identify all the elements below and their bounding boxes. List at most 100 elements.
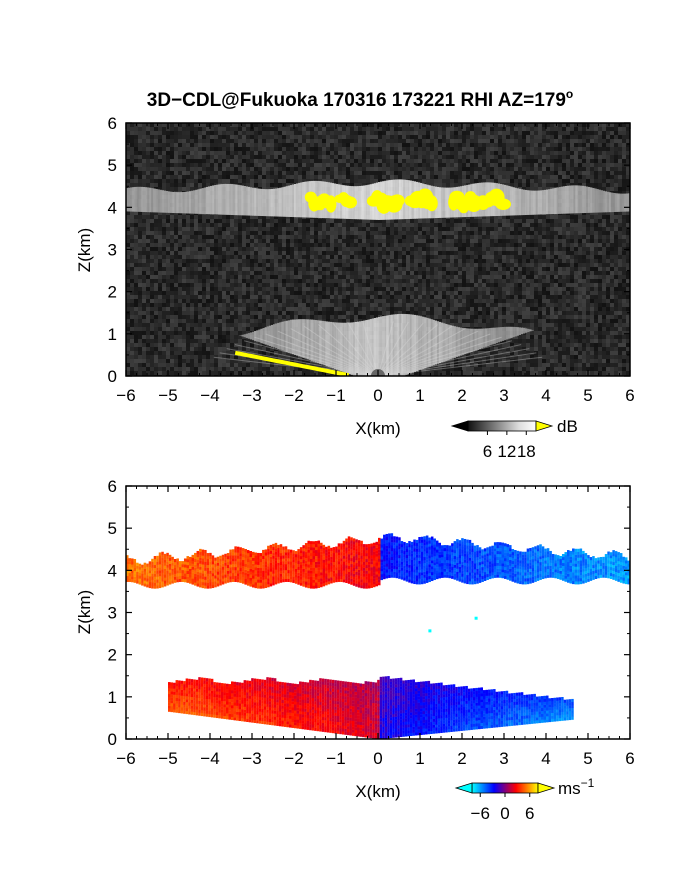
noise-cell (426, 279, 430, 283)
noise-cell (210, 247, 214, 251)
noise-cell (510, 227, 514, 231)
noise-cell (126, 131, 130, 135)
noise-cell (446, 271, 450, 275)
noise-cell (266, 263, 270, 267)
noise-cell (266, 255, 270, 259)
noise-cell (242, 247, 246, 251)
noise-cell (374, 127, 378, 131)
noise-cell (434, 175, 438, 179)
noise-cell (374, 239, 378, 243)
noise-cell (178, 143, 182, 147)
noise-cell (182, 239, 186, 243)
noise-cell (582, 175, 586, 179)
snr-noise-field (126, 123, 630, 376)
noise-cell (202, 247, 206, 251)
noise-cell (178, 183, 182, 187)
noise-cell (198, 239, 202, 243)
noise-cell (594, 227, 598, 231)
noise-cell (254, 139, 258, 143)
noise-cell (338, 251, 342, 255)
noise-cell (618, 139, 622, 143)
noise-cell (562, 239, 566, 243)
noise-cell (374, 159, 378, 163)
noise-cell (126, 143, 130, 147)
noise-cell (582, 183, 586, 187)
noise-cell (290, 167, 294, 171)
noise-cell (158, 223, 162, 227)
noise-cell (174, 143, 178, 147)
noise-cell (170, 263, 174, 267)
noise-cell (262, 175, 266, 179)
noise-cell (402, 139, 406, 143)
noise-cell (534, 235, 538, 239)
noise-cell (550, 251, 554, 255)
noise-cell (142, 223, 146, 227)
noise-cell (374, 251, 378, 255)
noise-cell (262, 223, 266, 227)
noise-cell (486, 147, 490, 151)
noise-cell (222, 239, 226, 243)
noise-cell (602, 135, 606, 139)
noise-cell (170, 239, 174, 243)
noise-cell (262, 279, 266, 283)
noise-cell (450, 179, 454, 183)
noise-cell (366, 155, 370, 159)
noise-cell (614, 127, 618, 131)
noise-cell (210, 215, 214, 219)
noise-cell (230, 223, 234, 227)
noise-cell (270, 231, 274, 235)
noise-cell (434, 123, 438, 127)
noise-cell (194, 139, 198, 143)
noise-cell (294, 255, 298, 259)
noise-cell (310, 123, 314, 127)
noise-cell (266, 135, 270, 139)
noise-cell (162, 163, 166, 167)
noise-cell (554, 251, 558, 255)
noise-cell (230, 135, 234, 139)
noise-cell (278, 219, 282, 223)
noise-cell (138, 159, 142, 163)
noise-cell (246, 235, 250, 239)
noise-cell (302, 235, 306, 239)
noise-cell (566, 231, 570, 235)
noise-cell (378, 159, 382, 163)
noise-cell (362, 127, 366, 131)
noise-cell (454, 159, 458, 163)
noise-cell (450, 159, 454, 163)
noise-cell (270, 267, 274, 271)
noise-cell (518, 155, 522, 159)
noise-cell (126, 263, 130, 267)
noise-cell (290, 227, 294, 231)
noise-cell (330, 131, 334, 135)
noise-cell (398, 155, 402, 159)
noise-cell (478, 143, 482, 147)
noise-cell (250, 155, 254, 159)
noise-cell (394, 263, 398, 267)
noise-cell (342, 127, 346, 131)
noise-cell (126, 267, 130, 271)
noise-cell (134, 263, 138, 267)
noise-cell (366, 259, 370, 263)
noise-cell (622, 211, 626, 215)
noise-cell (410, 267, 414, 271)
noise-cell (598, 175, 602, 179)
noise-cell (282, 155, 286, 159)
noise-cell (506, 127, 510, 131)
noise-cell (310, 171, 314, 175)
noise-cell (126, 215, 130, 219)
noise-cell (470, 219, 474, 223)
noise-cell (582, 179, 586, 183)
noise-cell (446, 223, 450, 227)
noise-cell (410, 167, 414, 171)
noise-cell (294, 175, 298, 179)
noise-cell (170, 155, 174, 159)
noise-cell (210, 147, 214, 151)
noise-cell (566, 171, 570, 175)
noise-cell (182, 163, 186, 167)
noise-cell (258, 159, 262, 163)
noise-cell (282, 239, 286, 243)
noise-cell (422, 175, 426, 179)
noise-cell (390, 143, 394, 147)
noise-cell (254, 147, 258, 151)
noise-cell (322, 139, 326, 143)
